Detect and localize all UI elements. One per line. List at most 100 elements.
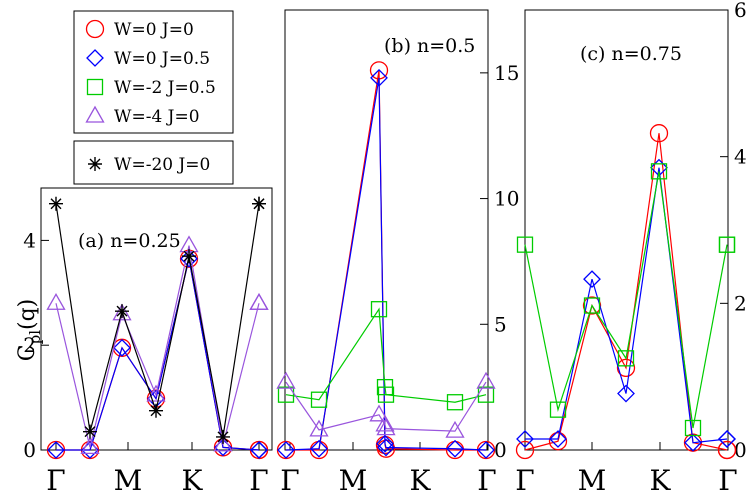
data-point [684, 433, 702, 452]
data-point [548, 432, 568, 451]
data-point [216, 429, 230, 444]
data-point [115, 304, 129, 319]
panel-1: 0 2 4 Γ M K Γ (a) n=0.25 Cpl(q) [15, 187, 273, 497]
series-w-2j0.5 [516, 163, 736, 437]
data-point [476, 371, 496, 389]
data-point [582, 296, 602, 315]
series-line [55, 245, 260, 448]
data-point [650, 163, 668, 180]
series-line [524, 171, 728, 429]
series-w0j0.5 [277, 68, 495, 459]
y-tick-label: 2 [23, 333, 36, 357]
x-tick-label: M [114, 464, 143, 497]
data-point [370, 301, 388, 318]
panel-3: 0 2 4 6 Γ M K Γ (c) n=0.75 [515, 0, 746, 497]
plot-frame [524, 9, 729, 451]
y-axis-label-suffix: (q) [15, 299, 40, 330]
y-tick-label: 6 [734, 0, 747, 22]
data-point [369, 404, 389, 422]
legend-marker [85, 19, 105, 39]
data-point [717, 440, 737, 460]
data-point [549, 430, 567, 448]
x-tick-label: Γ [280, 464, 299, 497]
y-tick-label: 15 [494, 61, 519, 85]
y-axis-label: Cpl(q) [15, 299, 44, 362]
series-line [56, 258, 260, 451]
data-point [377, 438, 395, 457]
data-point [477, 441, 495, 459]
data-point [46, 292, 66, 310]
data-point [718, 430, 736, 448]
plot-frame [40, 187, 273, 451]
data-point [49, 196, 63, 211]
x-tick-label: Γ [515, 464, 534, 497]
data-point [549, 401, 567, 418]
y-tick-label: 0 [23, 438, 36, 462]
legend-box-extra [73, 140, 234, 185]
y-tick-label: 10 [494, 187, 519, 211]
data-point [375, 414, 395, 432]
x-tick-label: Γ [477, 464, 496, 497]
y-axis-label-subscript: pl [26, 330, 44, 345]
legend-marker [85, 105, 105, 123]
x-tick-label: Γ [718, 464, 737, 497]
data-point [446, 394, 464, 411]
data-point [649, 124, 669, 143]
series-line [525, 167, 728, 444]
legend-box [73, 10, 234, 134]
panel-2: 0 5 10 15 Γ M K Γ (b) n=0.5 [276, 9, 519, 497]
series-w-2j0.5 [277, 301, 495, 411]
data-point [376, 418, 396, 436]
legend: W=0 J=0 W=0 J=0.5 W=-2 J=0.5 W=-4 J=0 W=-20 … [73, 10, 234, 185]
y-tick-label: 0 [494, 438, 507, 462]
data-point [213, 434, 233, 452]
series-line [285, 77, 487, 451]
legend-label: W=0 J=0 [114, 20, 194, 40]
data-point [80, 437, 100, 455]
series-w-4j0 [276, 371, 496, 438]
y-tick-label: 2 [734, 291, 747, 315]
data-point [516, 430, 534, 448]
legend-marker [88, 157, 102, 171]
series-line [285, 381, 487, 432]
data-point [182, 249, 196, 264]
plot-frame [284, 9, 489, 451]
data-point [370, 68, 388, 87]
data-point [277, 386, 295, 403]
series-w0j0.5 [516, 158, 736, 452]
data-point [718, 236, 736, 253]
data-point [276, 371, 296, 389]
data-point [249, 292, 269, 310]
data-point [445, 420, 465, 438]
data-point [617, 384, 635, 403]
series-w0j0.5 [47, 249, 268, 459]
x-tick-label: K [182, 464, 204, 497]
legend-marker [86, 49, 104, 67]
panel-title: (b) n=0.5 [384, 35, 475, 57]
data-point [250, 441, 268, 459]
data-point [617, 350, 635, 367]
y-tick-label: 5 [494, 312, 507, 336]
series-w-20j0 [49, 196, 266, 444]
data-point [309, 419, 329, 437]
y-tick-label: 4 [734, 145, 747, 169]
data-point [113, 338, 131, 357]
data-point [112, 303, 132, 321]
x-tick-label: K [650, 464, 672, 497]
data-point [249, 292, 269, 310]
data-point [446, 439, 464, 458]
data-point [684, 419, 702, 437]
data-point [252, 196, 266, 211]
legend-marker [86, 78, 104, 96]
series-line [285, 307, 487, 403]
data-point [149, 403, 163, 418]
series-w0j0 [515, 124, 737, 460]
y-tick-label: 4 [23, 228, 36, 252]
data-point [47, 441, 65, 459]
series-w0j0 [46, 249, 269, 460]
data-point [583, 270, 601, 289]
x-tick-label: K [410, 464, 432, 497]
legend-label: W=-4 J=0 [114, 107, 200, 127]
x-tick-label: M [578, 464, 607, 497]
